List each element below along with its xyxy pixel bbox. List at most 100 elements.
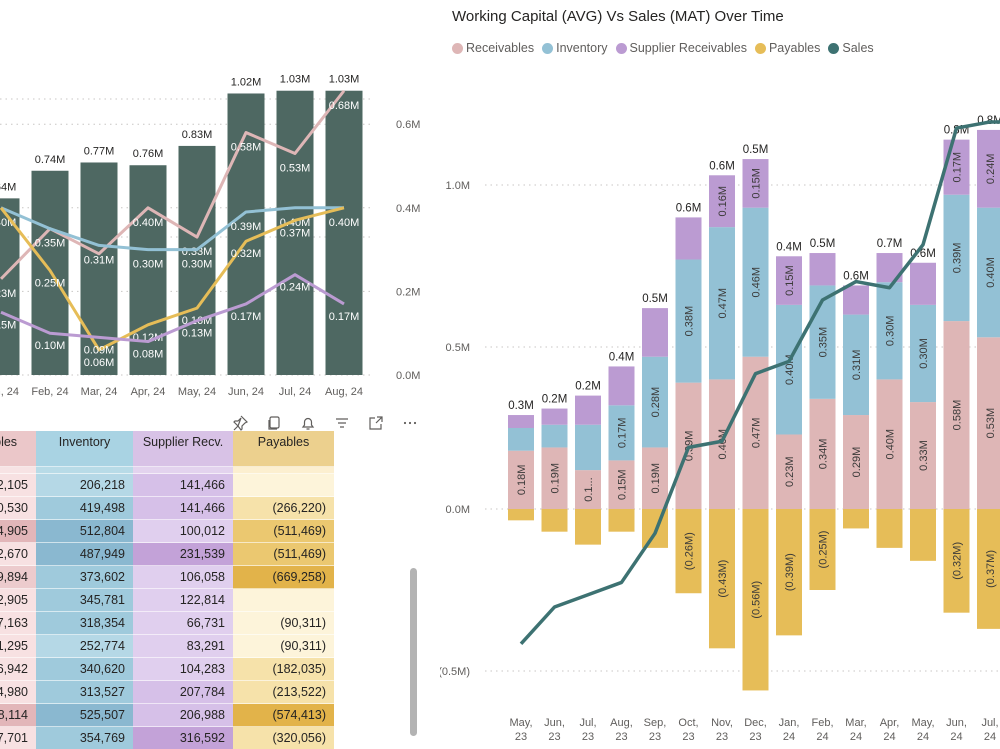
segment-label-payables: (0.56M) <box>751 581 763 619</box>
legend-item-supplier-receivables[interactable]: Supplier Receivables <box>615 41 747 55</box>
expand-icon[interactable] <box>366 413 386 433</box>
cell-supplier-recv: 141,466 <box>133 473 233 497</box>
segment-label-inventory: 0.46M <box>751 267 763 298</box>
x-tick-label: Jan, 24 <box>0 386 19 398</box>
legend-item-inventory[interactable]: Inventory <box>542 41 608 55</box>
cell-receivables: 539,894 <box>0 565 36 589</box>
filter-icon[interactable] <box>332 413 352 433</box>
bar-segment-inventory <box>910 304 936 403</box>
cell-payables <box>233 588 334 612</box>
bar-segment-payables <box>943 509 970 613</box>
header-inventory[interactable]: Inventory <box>36 431 133 467</box>
point-label-supplier: 0.10M <box>35 340 66 352</box>
segment-label-receivables: 0.23M <box>784 456 796 487</box>
point-label-payables: 0.32M <box>231 248 262 260</box>
cell-payables: (574,413) <box>233 703 334 727</box>
cell-payables: (511,469) <box>233 542 334 566</box>
point-label-supplier: 0.15M <box>0 319 16 331</box>
segment-label-supplier: 0.17M <box>952 152 964 183</box>
point-label-payables: 0.25M <box>35 278 66 290</box>
segment-label-payables: (0.37M) <box>985 550 997 588</box>
bar-data-label: 0.74M <box>35 154 66 166</box>
header-receivables[interactable]: Receivables <box>0 431 36 467</box>
working-capital-vs-sales-chart: Working Capital (AVG) Vs Sales (MAT) Ove… <box>440 0 1000 749</box>
pin-icon[interactable] <box>230 413 250 433</box>
total-label: 0.3M <box>508 400 534 412</box>
legend-dot-icon <box>542 42 554 54</box>
cell-inventory: 354,769 <box>36 726 133 749</box>
x-tick-label: Jul, <box>981 717 998 729</box>
x-tick-label: 24 <box>950 731 962 743</box>
bar-data-label: 1.02M <box>231 76 262 88</box>
bar-segment-receivables <box>541 447 568 509</box>
total-label: 0.7M <box>877 238 903 250</box>
bar-segment-receivables <box>575 470 601 509</box>
header-payables[interactable]: Payables <box>233 431 334 467</box>
segment-label-receivables: 0.34M <box>818 439 830 470</box>
bar-segment-supplier <box>508 415 534 428</box>
legend-item-receivables[interactable]: Receivables <box>452 41 534 55</box>
total-label: 0.6M <box>676 202 702 214</box>
bell-icon[interactable] <box>298 413 318 433</box>
bar-segment-supplier <box>776 256 802 305</box>
segment-label-payables: (0.43M) <box>717 560 729 598</box>
segment-label-inventory: 0.17M <box>617 418 629 449</box>
segment-label-payables: (0.32M) <box>952 542 964 580</box>
legend-item-sales[interactable]: Sales <box>828 41 874 55</box>
segment-label-inventory: 0.31M <box>851 350 863 381</box>
bar-segment-inventory <box>508 428 534 451</box>
cell-supplier-recv: 83,291 <box>133 634 233 658</box>
bar-segment-payables <box>742 509 769 691</box>
bar-segment-supplier <box>642 308 668 357</box>
segment-label-payables: (0.39M) <box>784 553 796 591</box>
bar-segment-payables <box>675 509 702 594</box>
point-label-supplier: 0.17M <box>231 311 262 323</box>
segment-label-supplier: 0.15M <box>751 168 763 199</box>
cell-receivables: 152,670 <box>0 542 36 566</box>
more-options-icon[interactable] <box>400 413 420 433</box>
point-label-receivables: 0.53M <box>280 162 311 174</box>
point-label-inventory: 0.30M <box>182 259 213 271</box>
cell-inventory: 487,949 <box>36 542 133 566</box>
bar-segment-receivables <box>977 337 1000 509</box>
table-scrollbar[interactable] <box>410 568 417 736</box>
segment-label-inventory: 0.47M <box>717 288 729 319</box>
legend-label: Payables <box>768 41 821 55</box>
segment-label-receivables: 0.1... <box>583 477 595 501</box>
cell-inventory: 340,620 <box>36 657 133 681</box>
x-tick-label: 24 <box>883 731 895 743</box>
sales-bar <box>178 145 216 375</box>
bar-segment-inventory <box>809 285 836 399</box>
bar-segment-payables <box>541 509 568 532</box>
cell-inventory: 318,354 <box>36 611 133 635</box>
segment-label-receivables: 0.47M <box>751 418 763 449</box>
bar-segment-payables <box>843 509 869 529</box>
segment-label-supplier: 0.24M <box>985 154 997 185</box>
bar-segment-inventory <box>776 304 802 435</box>
cell-inventory: 252,774 <box>36 634 133 658</box>
total-label: 0.4M <box>776 241 802 253</box>
sales-line <box>519 120 1000 646</box>
x-tick-label: 24 <box>850 731 862 743</box>
bar-segment-supplier <box>742 159 769 208</box>
cell-receivables: 82,905 <box>0 588 36 612</box>
cell-supplier-recv: 207,784 <box>133 680 233 704</box>
x-tick-label: 24 <box>984 731 996 743</box>
legend-item-payables[interactable]: Payables <box>754 41 821 55</box>
bar-segment-inventory <box>642 356 668 448</box>
header-supplier-recv[interactable]: Supplier Recv. <box>133 431 233 467</box>
copy-icon[interactable] <box>264 413 284 433</box>
point-label-payables: 0.37M <box>280 227 311 239</box>
